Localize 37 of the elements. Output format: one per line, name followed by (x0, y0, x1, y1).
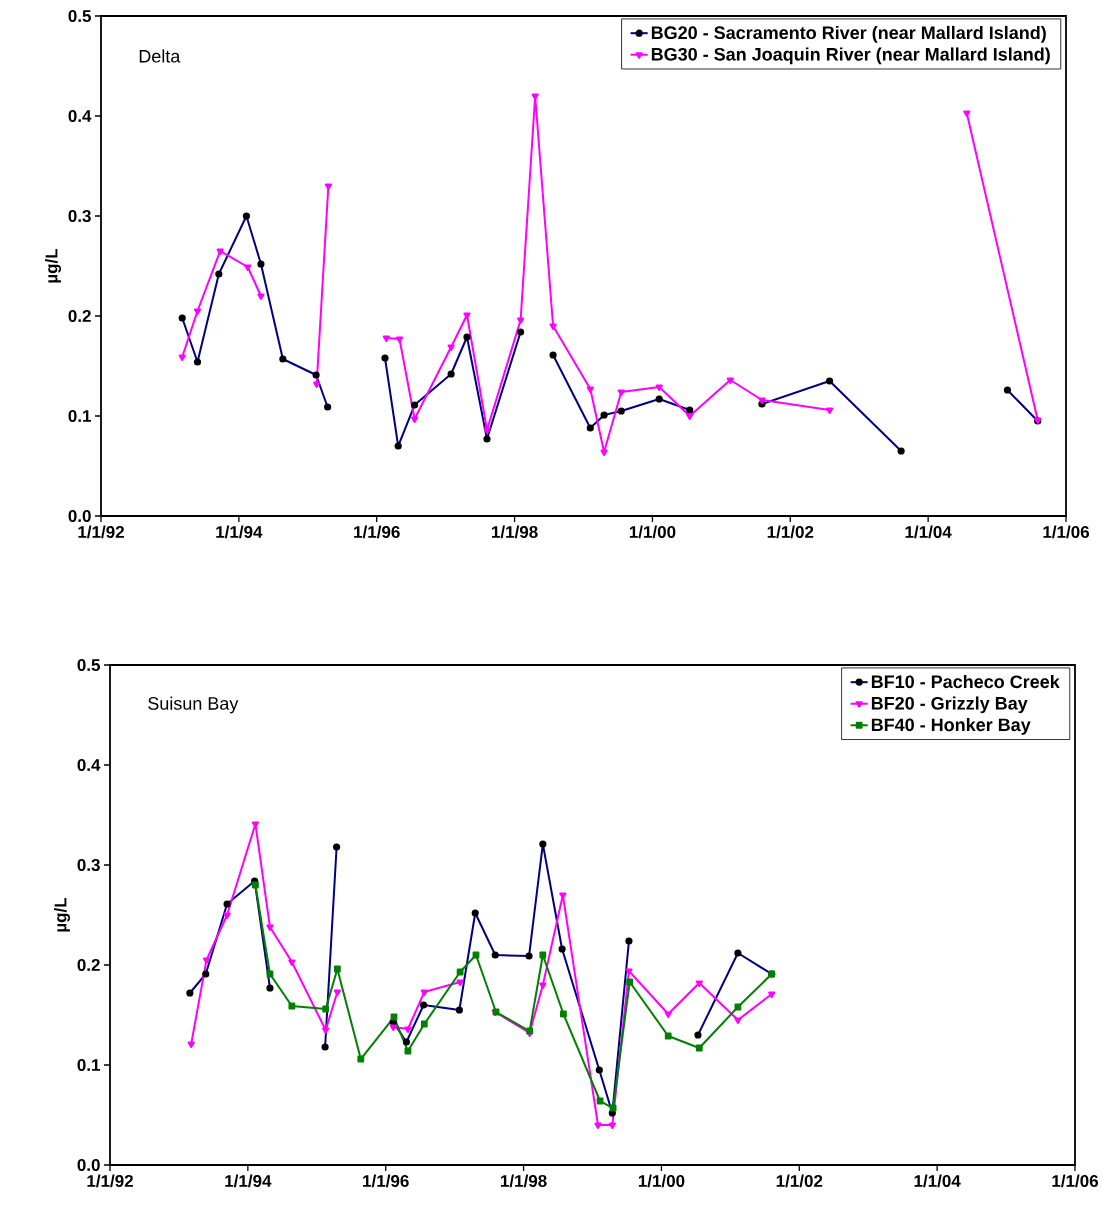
y-tick-label: 0.2 (68, 309, 91, 323)
x-tick-label: 1/1/96 (363, 1174, 409, 1188)
y-tick-label: 0.5 (68, 9, 92, 23)
legend-label: BF20 - Grizzly Bay (871, 696, 1028, 714)
x-tick-label: 1/1/04 (905, 525, 952, 539)
y-tick-label: 0.5 (77, 658, 101, 672)
x-tick-label: 1/1/98 (501, 1174, 547, 1188)
y-tick-label: 0.2 (77, 958, 100, 972)
x-tick-label: 1/1/06 (1052, 1174, 1099, 1188)
y-tick-label: 0.4 (77, 758, 101, 772)
x-tick-label: 1/1/92 (78, 525, 124, 539)
x-tick-label: 1/1/94 (216, 525, 263, 539)
x-tick-label: 1/1/06 (1043, 525, 1090, 539)
y-tick-label: 0.0 (77, 1158, 100, 1172)
legend-label: BG30 - San Joaquin River (near Mallard Island) (651, 47, 1050, 65)
x-tick-label: 1/1/02 (776, 1174, 823, 1188)
x-tick-label: 1/1/98 (492, 525, 538, 539)
annotation: Delta (139, 49, 181, 63)
legend-label: BF40 - Honker Bay (871, 717, 1031, 735)
y-axis-title: µg/L (45, 248, 61, 283)
x-tick-label: 1/1/96 (354, 525, 400, 539)
y-tick-label: 0.1 (77, 1058, 101, 1072)
annotation: Suisun Bay (148, 696, 239, 714)
y-tick-label: 0.4 (68, 109, 92, 123)
x-tick-label: 1/1/04 (914, 1174, 961, 1188)
x-tick-label: 1/1/92 (87, 1174, 133, 1188)
y-tick-label: 0.0 (68, 509, 91, 523)
y-tick-label: 0.1 (68, 409, 92, 423)
legend-label: BG20 - Sacramento River (near Mallard Island) (651, 25, 1046, 43)
x-tick-label: 1/1/00 (638, 1174, 685, 1188)
x-tick-label: 1/1/02 (767, 525, 814, 539)
legend-label: BF10 - Pacheco Creek (871, 674, 1060, 689)
x-tick-label: 1/1/94 (225, 1174, 272, 1188)
y-axis-title: µg/L (54, 897, 70, 932)
y-tick-label: 0.3 (68, 209, 91, 223)
y-tick-label: 0.3 (77, 858, 100, 872)
x-tick-label: 1/1/00 (629, 525, 676, 539)
